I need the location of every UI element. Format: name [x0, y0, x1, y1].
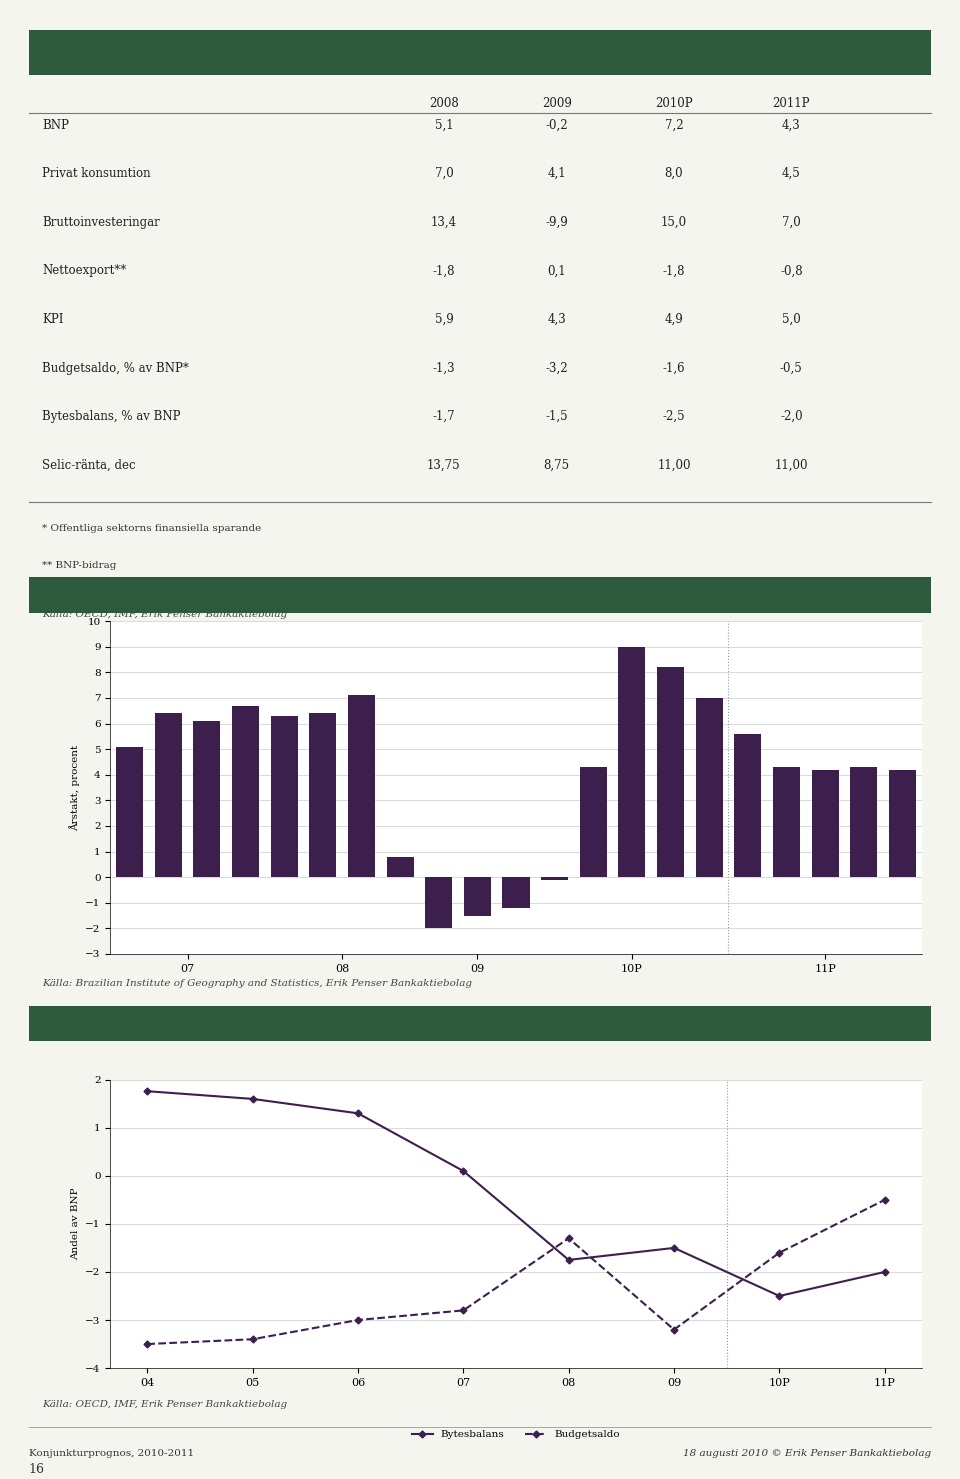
Text: 7,2: 7,2	[664, 118, 684, 132]
Bar	[155, 713, 181, 877]
Bar	[464, 877, 491, 916]
Text: -1,5: -1,5	[545, 410, 568, 423]
Text: 11,00: 11,00	[775, 458, 808, 472]
Text: Diagram 15 – Brasilien: BNP, Kv.1 2007 – Kv.4 2011: Diagram 15 – Brasilien: BNP, Kv.1 2007 –…	[42, 589, 425, 602]
Text: Källa: OECD, IMF, Erik Penser Bankaktiebolag: Källa: OECD, IMF, Erik Penser Bankaktieb…	[42, 1401, 287, 1409]
Text: -1,3: -1,3	[433, 361, 455, 374]
Text: ** BNP-bidrag: ** BNP-bidrag	[42, 562, 117, 571]
Text: -1,7: -1,7	[433, 410, 455, 423]
Text: -0,2: -0,2	[545, 118, 568, 132]
Text: 2008: 2008	[429, 98, 459, 109]
Text: Privat konsumtion: Privat konsumtion	[42, 167, 151, 180]
Bar	[889, 769, 916, 877]
Text: Selic-ränta, dec: Selic-ränta, dec	[42, 458, 136, 472]
Bar	[696, 698, 723, 877]
Text: KPI: KPI	[42, 314, 63, 325]
Bar	[232, 705, 259, 877]
Text: 5,1: 5,1	[435, 118, 453, 132]
Text: -9,9: -9,9	[545, 216, 568, 229]
Text: 4,5: 4,5	[782, 167, 801, 180]
Bar	[502, 877, 530, 908]
Text: -1,6: -1,6	[662, 361, 685, 374]
Text: 2010P: 2010P	[656, 98, 693, 109]
Legend: Bytesbalans, Budgetsaldo: Bytesbalans, Budgetsaldo	[408, 1426, 624, 1444]
Bar	[194, 722, 221, 877]
Text: 16: 16	[29, 1463, 45, 1476]
Text: 7,0: 7,0	[435, 167, 453, 180]
Bar	[387, 856, 414, 877]
Text: -0,8: -0,8	[780, 265, 803, 278]
Text: -1,8: -1,8	[433, 265, 455, 278]
Bar	[657, 667, 684, 877]
Text: Bytesbalans, % av BNP: Bytesbalans, % av BNP	[42, 410, 180, 423]
Bar	[541, 877, 568, 880]
Bar	[734, 734, 761, 877]
Text: 11,00: 11,00	[658, 458, 691, 472]
Text: 2011P: 2011P	[773, 98, 810, 109]
Text: 18 augusti 2010 © Erik Penser Bankaktiebolag: 18 augusti 2010 © Erik Penser Bankaktieb…	[684, 1449, 931, 1458]
Text: Nettoexport**: Nettoexport**	[42, 265, 127, 278]
Text: 5,9: 5,9	[435, 314, 453, 325]
Text: 4,3: 4,3	[547, 314, 566, 325]
Text: 8,0: 8,0	[664, 167, 684, 180]
Text: 5,0: 5,0	[782, 314, 801, 325]
Y-axis label: Andel av BNP: Andel av BNP	[71, 1188, 80, 1260]
Text: -2,0: -2,0	[780, 410, 803, 423]
Text: -3,2: -3,2	[545, 361, 568, 374]
Text: Konjunkturprognos, 2010-2011: Konjunkturprognos, 2010-2011	[29, 1449, 194, 1458]
Text: BNP: BNP	[42, 118, 69, 132]
Bar	[29, 30, 931, 75]
Text: 2009: 2009	[541, 98, 571, 109]
Text: Tabell 8 – Brasilien: Nyckeltal, 2008-2011, (procentuell förändring): Tabell 8 – Brasilien: Nyckeltal, 2008-20…	[42, 46, 542, 59]
Text: 8,75: 8,75	[543, 458, 570, 472]
Y-axis label: Årstakt, procent: Årstakt, procent	[69, 744, 80, 831]
Bar	[29, 577, 931, 612]
Bar	[851, 768, 877, 877]
Bar	[811, 769, 838, 877]
Text: Budgetsaldo, % av BNP*: Budgetsaldo, % av BNP*	[42, 361, 189, 374]
Text: 0,1: 0,1	[547, 265, 566, 278]
Text: -0,5: -0,5	[780, 361, 803, 374]
Text: 4,3: 4,3	[782, 118, 801, 132]
Bar	[348, 695, 375, 877]
Text: Källa: OECD, IMF, Erik Penser Bankaktiebolag: Källa: OECD, IMF, Erik Penser Bankaktieb…	[42, 609, 287, 618]
Bar	[580, 768, 607, 877]
Text: 13,75: 13,75	[427, 458, 461, 472]
Text: Diagram 16 – Brasilien: Bytesbalans och Offentligt Budgetsaldo, 2004 - 2011: Diagram 16 – Brasilien: Bytesbalans och …	[42, 1018, 613, 1029]
Text: 4,1: 4,1	[547, 167, 566, 180]
Text: 7,0: 7,0	[782, 216, 801, 229]
Text: Bruttoinvesteringar: Bruttoinvesteringar	[42, 216, 160, 229]
Text: * Offentliga sektorns finansiella sparande: * Offentliga sektorns finansiella sparan…	[42, 524, 261, 532]
Text: 4,9: 4,9	[664, 314, 684, 325]
Text: 15,0: 15,0	[660, 216, 687, 229]
Bar	[116, 747, 143, 877]
Text: 13,4: 13,4	[431, 216, 457, 229]
Bar	[618, 646, 645, 877]
Text: Källa: Brazilian Institute of Geography and Statistics, Erik Penser Bankaktiebol: Källa: Brazilian Institute of Geography …	[42, 979, 472, 988]
Bar	[271, 716, 298, 877]
Bar	[309, 713, 336, 877]
Bar	[773, 768, 800, 877]
Text: -2,5: -2,5	[662, 410, 685, 423]
Bar	[29, 1006, 931, 1041]
Bar	[425, 877, 452, 929]
Text: -1,8: -1,8	[662, 265, 685, 278]
